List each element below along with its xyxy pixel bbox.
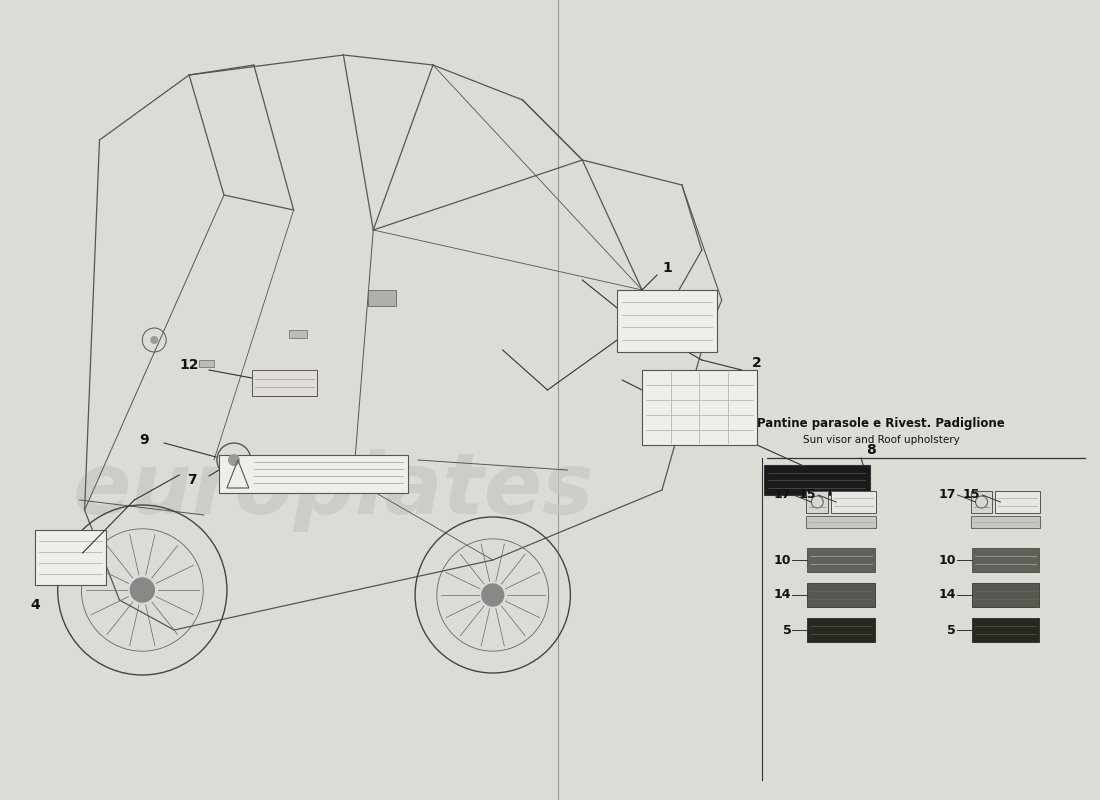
Bar xyxy=(971,583,1040,607)
Text: 15: 15 xyxy=(962,489,980,502)
Text: 17: 17 xyxy=(774,489,791,502)
Bar xyxy=(368,290,396,306)
Bar xyxy=(642,370,757,445)
Bar xyxy=(807,618,874,642)
Circle shape xyxy=(130,578,155,602)
Text: 7: 7 xyxy=(187,473,197,487)
Bar xyxy=(807,548,874,572)
Bar xyxy=(806,516,876,528)
Text: 4: 4 xyxy=(30,598,40,612)
Text: 8: 8 xyxy=(866,443,876,457)
Text: Sun visor and Roof upholstery: Sun visor and Roof upholstery xyxy=(803,435,959,445)
Circle shape xyxy=(151,336,158,344)
Text: 10: 10 xyxy=(938,554,956,566)
Text: 1: 1 xyxy=(662,261,672,275)
Text: 12: 12 xyxy=(179,358,199,372)
Bar xyxy=(996,491,1041,513)
Bar xyxy=(672,295,717,323)
Bar xyxy=(970,491,992,513)
Text: Pantine parasole e Rivest. Padiglione: Pantine parasole e Rivest. Padiglione xyxy=(757,417,1005,430)
Bar xyxy=(763,465,870,495)
Text: 14: 14 xyxy=(774,589,791,602)
Text: 15: 15 xyxy=(799,489,816,502)
Bar xyxy=(252,370,317,396)
Text: 9: 9 xyxy=(140,433,150,447)
Bar xyxy=(35,530,107,585)
Bar xyxy=(832,491,876,513)
Text: 14: 14 xyxy=(938,589,956,602)
Text: 17: 17 xyxy=(938,489,956,502)
Bar xyxy=(971,618,1040,642)
Text: 10: 10 xyxy=(774,554,791,566)
Circle shape xyxy=(481,583,505,606)
Bar xyxy=(806,491,828,513)
Text: 5: 5 xyxy=(782,623,791,637)
Bar xyxy=(807,583,874,607)
Circle shape xyxy=(228,454,240,466)
Bar xyxy=(970,516,1041,528)
Text: europlates: europlates xyxy=(73,449,594,531)
Bar xyxy=(199,360,214,367)
Bar xyxy=(219,455,408,493)
Bar xyxy=(288,330,307,338)
Text: 2: 2 xyxy=(751,356,761,370)
Bar xyxy=(971,548,1040,572)
Text: 5: 5 xyxy=(947,623,956,637)
Bar xyxy=(617,290,717,352)
